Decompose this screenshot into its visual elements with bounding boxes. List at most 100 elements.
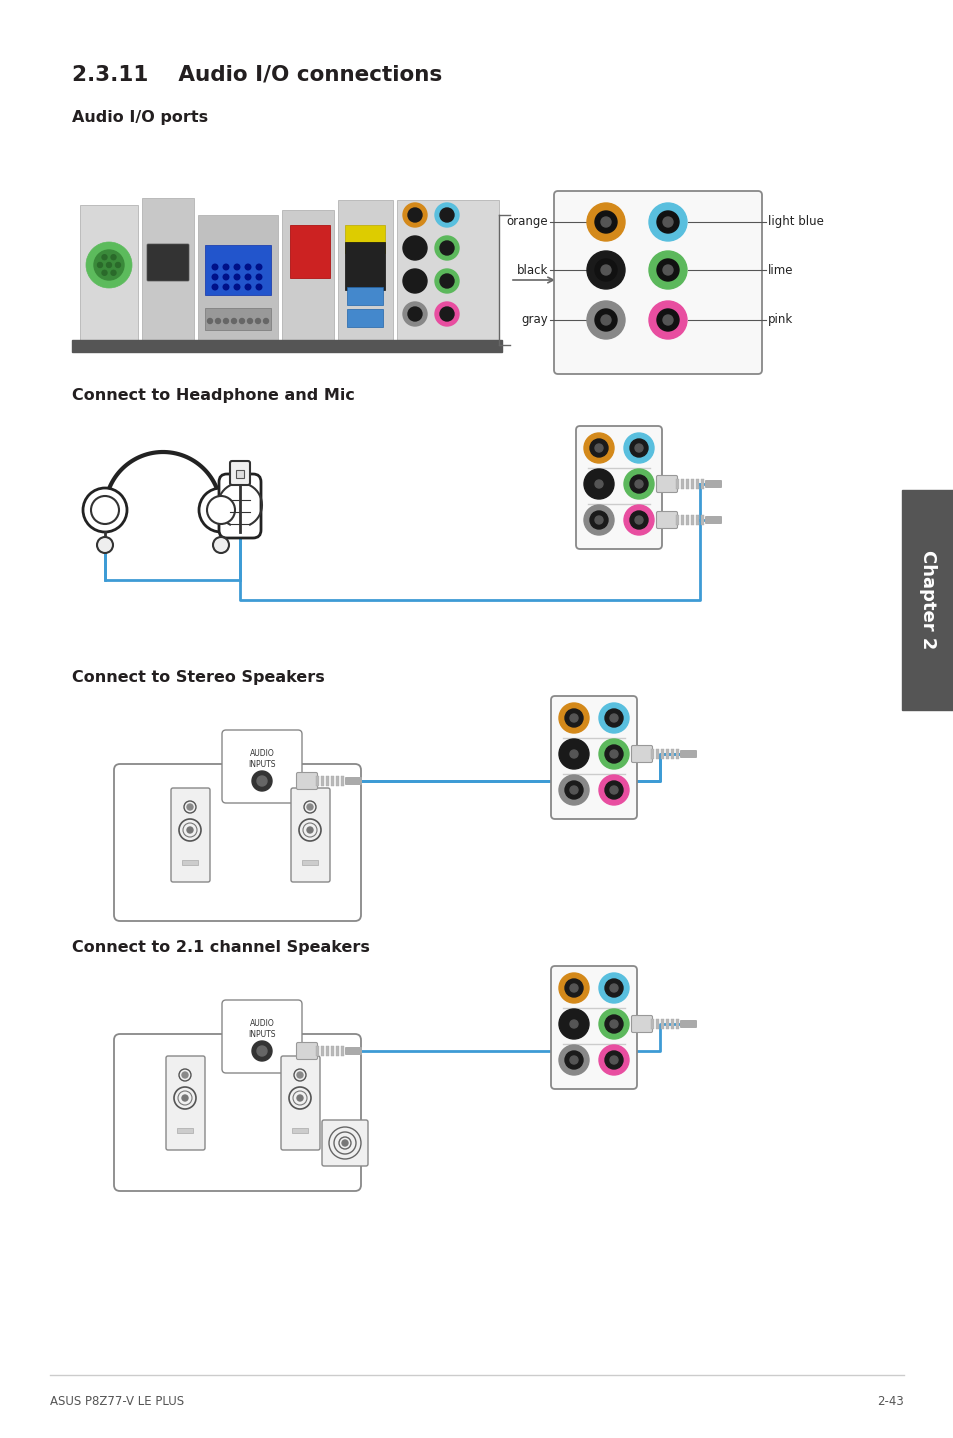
Bar bbox=[290, 224, 330, 278]
FancyBboxPatch shape bbox=[704, 516, 721, 523]
Bar bbox=[660, 1020, 663, 1030]
Circle shape bbox=[598, 775, 628, 805]
Bar bbox=[396, 200, 498, 348]
Text: Connect to Stereo Speakers: Connect to Stereo Speakers bbox=[71, 670, 324, 684]
Circle shape bbox=[629, 439, 647, 457]
Text: Connect to Headphone and Mic: Connect to Headphone and Mic bbox=[71, 388, 355, 403]
FancyBboxPatch shape bbox=[147, 244, 189, 280]
Circle shape bbox=[439, 306, 454, 321]
Circle shape bbox=[558, 739, 588, 769]
Circle shape bbox=[207, 496, 234, 523]
Circle shape bbox=[648, 203, 686, 242]
Circle shape bbox=[586, 252, 624, 289]
Text: ASUS P8Z77-V LE PLUS: ASUS P8Z77-V LE PLUS bbox=[50, 1395, 184, 1408]
Circle shape bbox=[263, 318, 268, 324]
Circle shape bbox=[97, 536, 112, 554]
Circle shape bbox=[255, 318, 260, 324]
Bar bbox=[340, 1045, 344, 1055]
Circle shape bbox=[569, 715, 578, 722]
Circle shape bbox=[435, 269, 458, 293]
Bar bbox=[901, 490, 953, 710]
Circle shape bbox=[187, 827, 193, 833]
Circle shape bbox=[569, 984, 578, 992]
Circle shape bbox=[569, 1055, 578, 1064]
Bar bbox=[676, 749, 679, 759]
Bar bbox=[670, 1020, 673, 1030]
Bar bbox=[315, 1045, 318, 1055]
Bar bbox=[700, 515, 703, 525]
Bar bbox=[685, 515, 688, 525]
Bar bbox=[142, 198, 193, 347]
FancyBboxPatch shape bbox=[704, 480, 721, 487]
Circle shape bbox=[215, 318, 220, 324]
Circle shape bbox=[256, 275, 261, 280]
Circle shape bbox=[86, 242, 132, 288]
Circle shape bbox=[245, 285, 251, 290]
FancyBboxPatch shape bbox=[113, 1034, 360, 1191]
Circle shape bbox=[402, 269, 427, 293]
Bar bbox=[696, 479, 699, 489]
Bar bbox=[696, 515, 699, 525]
Circle shape bbox=[252, 1041, 272, 1061]
Circle shape bbox=[213, 536, 229, 554]
Circle shape bbox=[595, 516, 602, 523]
Circle shape bbox=[635, 480, 642, 487]
Circle shape bbox=[94, 250, 124, 280]
Circle shape bbox=[439, 209, 454, 221]
Circle shape bbox=[182, 1094, 188, 1102]
Circle shape bbox=[307, 804, 313, 810]
Bar bbox=[282, 210, 334, 348]
Circle shape bbox=[408, 275, 421, 288]
FancyBboxPatch shape bbox=[554, 191, 761, 374]
Bar bbox=[335, 777, 338, 787]
Circle shape bbox=[435, 236, 458, 260]
Text: Chapter 2: Chapter 2 bbox=[918, 551, 936, 650]
Bar bbox=[676, 479, 679, 489]
Circle shape bbox=[439, 242, 454, 255]
Circle shape bbox=[564, 709, 582, 728]
FancyBboxPatch shape bbox=[551, 966, 637, 1089]
Bar bbox=[326, 1045, 329, 1055]
FancyBboxPatch shape bbox=[219, 475, 261, 538]
Circle shape bbox=[595, 480, 602, 487]
FancyBboxPatch shape bbox=[656, 476, 677, 492]
Circle shape bbox=[623, 469, 654, 499]
Bar bbox=[650, 749, 654, 759]
Circle shape bbox=[662, 315, 672, 325]
Circle shape bbox=[199, 487, 243, 532]
Circle shape bbox=[586, 203, 624, 242]
Circle shape bbox=[212, 265, 217, 270]
Circle shape bbox=[598, 1045, 628, 1076]
Circle shape bbox=[623, 433, 654, 463]
Circle shape bbox=[598, 1009, 628, 1040]
Circle shape bbox=[223, 318, 229, 324]
Circle shape bbox=[604, 1051, 622, 1068]
Circle shape bbox=[91, 496, 119, 523]
Bar bbox=[302, 860, 317, 866]
Bar bbox=[347, 288, 382, 305]
FancyBboxPatch shape bbox=[656, 512, 677, 529]
FancyBboxPatch shape bbox=[171, 788, 210, 881]
Bar bbox=[71, 339, 501, 352]
Bar bbox=[656, 749, 659, 759]
FancyBboxPatch shape bbox=[679, 1020, 697, 1028]
Circle shape bbox=[558, 775, 588, 805]
Circle shape bbox=[408, 306, 421, 321]
Bar bbox=[347, 309, 382, 326]
Circle shape bbox=[245, 265, 251, 270]
FancyBboxPatch shape bbox=[345, 1047, 361, 1055]
Text: lime: lime bbox=[767, 263, 793, 276]
Circle shape bbox=[102, 270, 107, 275]
Circle shape bbox=[609, 1020, 618, 1028]
FancyBboxPatch shape bbox=[113, 764, 360, 920]
Bar bbox=[320, 1045, 324, 1055]
Circle shape bbox=[629, 510, 647, 529]
Text: 2.3.11    Audio I/O connections: 2.3.11 Audio I/O connections bbox=[71, 65, 442, 85]
Circle shape bbox=[598, 974, 628, 1002]
Circle shape bbox=[595, 444, 602, 452]
Circle shape bbox=[256, 285, 261, 290]
Circle shape bbox=[223, 285, 229, 290]
Text: black: black bbox=[517, 263, 547, 276]
FancyBboxPatch shape bbox=[576, 426, 661, 549]
Circle shape bbox=[595, 211, 617, 233]
